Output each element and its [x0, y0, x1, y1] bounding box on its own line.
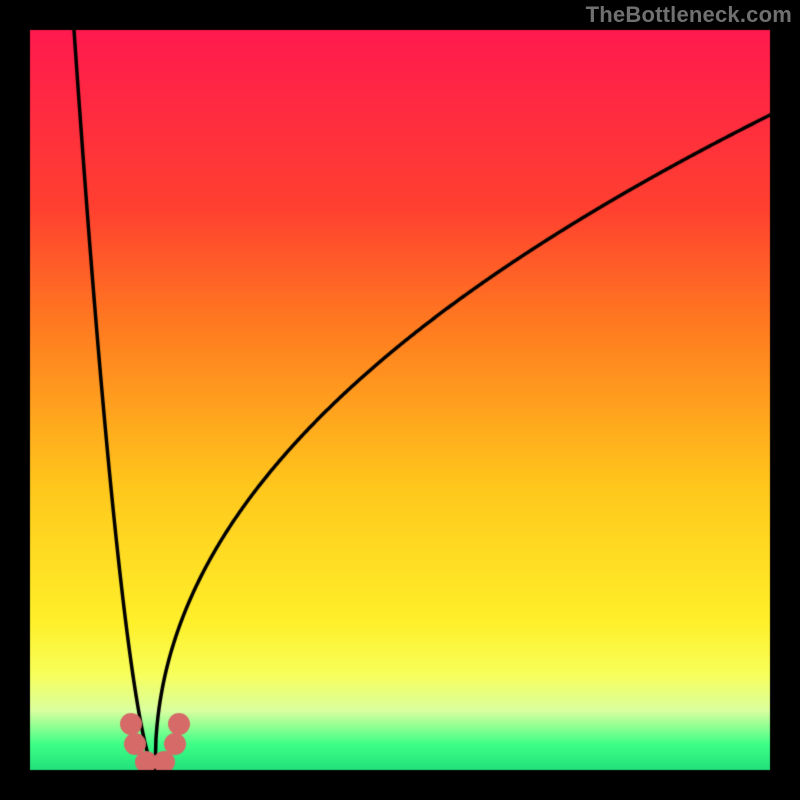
- bottleneck-chart-canvas: [0, 0, 800, 800]
- watermark-text: TheBottleneck.com: [586, 2, 792, 28]
- chart-container: TheBottleneck.com: [0, 0, 800, 800]
